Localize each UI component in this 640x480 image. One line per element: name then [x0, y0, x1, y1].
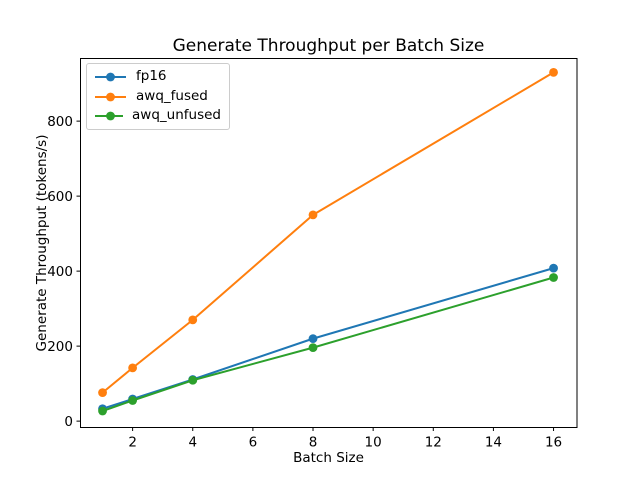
legend-item-awq_unfused: awq_unfused: [94, 106, 221, 126]
data-point-awq_fused-batch2: [128, 363, 138, 373]
x-axis-label: Batch Size: [293, 450, 364, 466]
legend-item-fp16: fp16: [94, 67, 221, 87]
data-point-awq_fused-batch16: [549, 67, 558, 77]
y-tick-label: 800: [47, 114, 73, 130]
y-tick-label: 600: [47, 189, 73, 205]
data-point-awq_unfused-batch2: [128, 396, 138, 405]
legend-label: awq_unfused: [132, 107, 221, 124]
legend-sample-marker-icon: [106, 92, 115, 101]
legend-sample-marker-icon: [106, 111, 115, 121]
x-tick-label: 12: [425, 435, 442, 451]
data-point-awq_unfused-batch4: [188, 375, 198, 385]
series-layer: [98, 67, 558, 416]
ticks-layer: 2 4 6 8 10 12 14 16 0 200 400 600 800: [47, 114, 562, 451]
data-point-awq_fused-batch8: [308, 210, 318, 220]
legend-line-sample: [95, 111, 124, 121]
y-tick-label: 0: [64, 414, 73, 430]
legend-label: awq_fused: [136, 87, 208, 104]
y-axis-label: Generate Throughput (tokens/s): [34, 135, 50, 352]
y-tick-label: 200: [47, 339, 73, 355]
data-point-awq_unfused-batch1: [98, 406, 107, 416]
data-point-awq_unfused-batch8: [308, 343, 318, 353]
legend-label: fp16: [136, 68, 167, 85]
data-point-awq_unfused-batch16: [549, 273, 558, 282]
data-point-awq_fused-batch4: [188, 315, 198, 325]
x-tick-label: 14: [485, 435, 502, 451]
plot-border: [80, 58, 578, 428]
legend-line-sample: [95, 72, 126, 82]
data-point-awq_fused-batch1: [98, 388, 107, 398]
legend: fp16 awq_fused awq_unfused: [86, 63, 230, 130]
legend-sample-marker-icon: [106, 72, 115, 82]
x-tick-label: 6: [249, 435, 258, 451]
data-point-fp16-batch8: [308, 334, 318, 344]
legend-item-awq_fused: awq_fused: [94, 87, 221, 107]
chart-title: Generate Throughput per Batch Size: [173, 36, 485, 56]
x-tick-label: 10: [365, 435, 382, 451]
x-tick-label: 16: [545, 435, 562, 451]
legend-line-sample: [95, 92, 126, 101]
y-tick-label: 400: [47, 264, 73, 280]
data-point-fp16-batch16: [549, 263, 558, 273]
series-line-awq_unfused: [101, 276, 555, 412]
x-tick-label: 4: [188, 435, 197, 451]
x-tick-label: 2: [128, 435, 137, 451]
x-tick-label: 8: [309, 435, 318, 451]
